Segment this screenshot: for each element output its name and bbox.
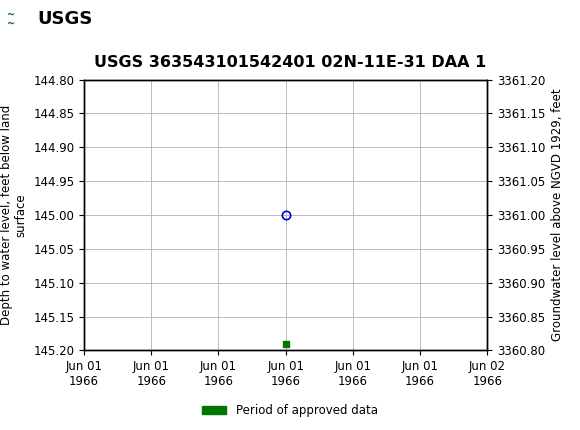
Y-axis label: Groundwater level above NGVD 1929, feet: Groundwater level above NGVD 1929, feet bbox=[551, 89, 564, 341]
Y-axis label: Depth to water level, feet below land
surface: Depth to water level, feet below land su… bbox=[0, 105, 28, 325]
Bar bbox=[3, 3, 128, 35]
Text: USGS: USGS bbox=[38, 10, 93, 28]
Text: USGS 363543101542401 02N-11E-31 DAA 1: USGS 363543101542401 02N-11E-31 DAA 1 bbox=[94, 55, 486, 70]
Legend: Period of approved data: Period of approved data bbox=[198, 399, 382, 422]
Text: ~
~: ~ ~ bbox=[7, 10, 15, 28]
